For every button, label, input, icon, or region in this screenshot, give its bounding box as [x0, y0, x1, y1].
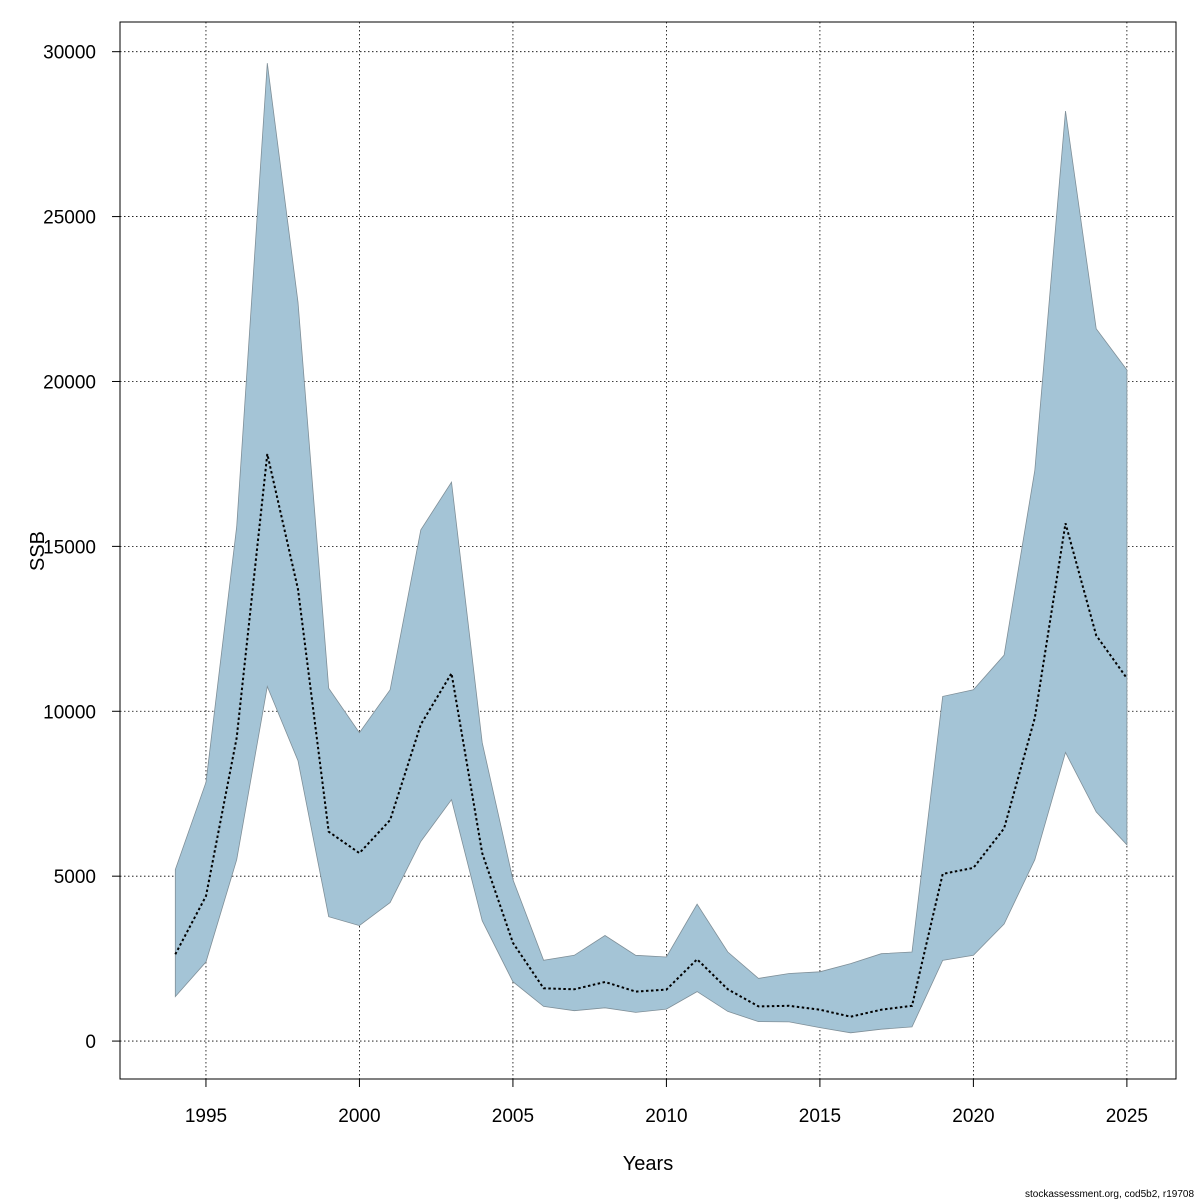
x-tick-label: 2000: [338, 1106, 380, 1127]
axes: 1995 2000 2005 2010 2015 2020 2025 0 5000 10000 15…: [43, 43, 1148, 1127]
credit-text: stockassessment.org, cod5b2, r19708: [1025, 1189, 1194, 1200]
y-tick-label: 0: [85, 1032, 96, 1053]
y-tick-label: 30000: [43, 43, 96, 64]
x-tick-label: 2015: [799, 1106, 841, 1127]
y-axis-title: SSB: [27, 531, 49, 571]
y-tick-label: 5000: [54, 867, 96, 888]
x-tick-label: 2005: [492, 1106, 534, 1127]
x-tick-label: 2025: [1106, 1106, 1148, 1127]
plot-frame: [119, 21, 1177, 1080]
y-tick-label: 15000: [43, 537, 96, 558]
x-tick-label: 2010: [645, 1106, 687, 1127]
x-axis-title: Years: [623, 1153, 673, 1175]
y-tick-label: 20000: [43, 372, 96, 393]
y-tick-label: 10000: [43, 702, 96, 723]
x-tick-label: 1995: [185, 1106, 227, 1127]
ssb-estimate-line: [174, 453, 1128, 1018]
x-tick-label: 2020: [952, 1106, 994, 1127]
confidence-band: [174, 63, 1128, 1034]
y-tick-label: 25000: [43, 208, 96, 229]
